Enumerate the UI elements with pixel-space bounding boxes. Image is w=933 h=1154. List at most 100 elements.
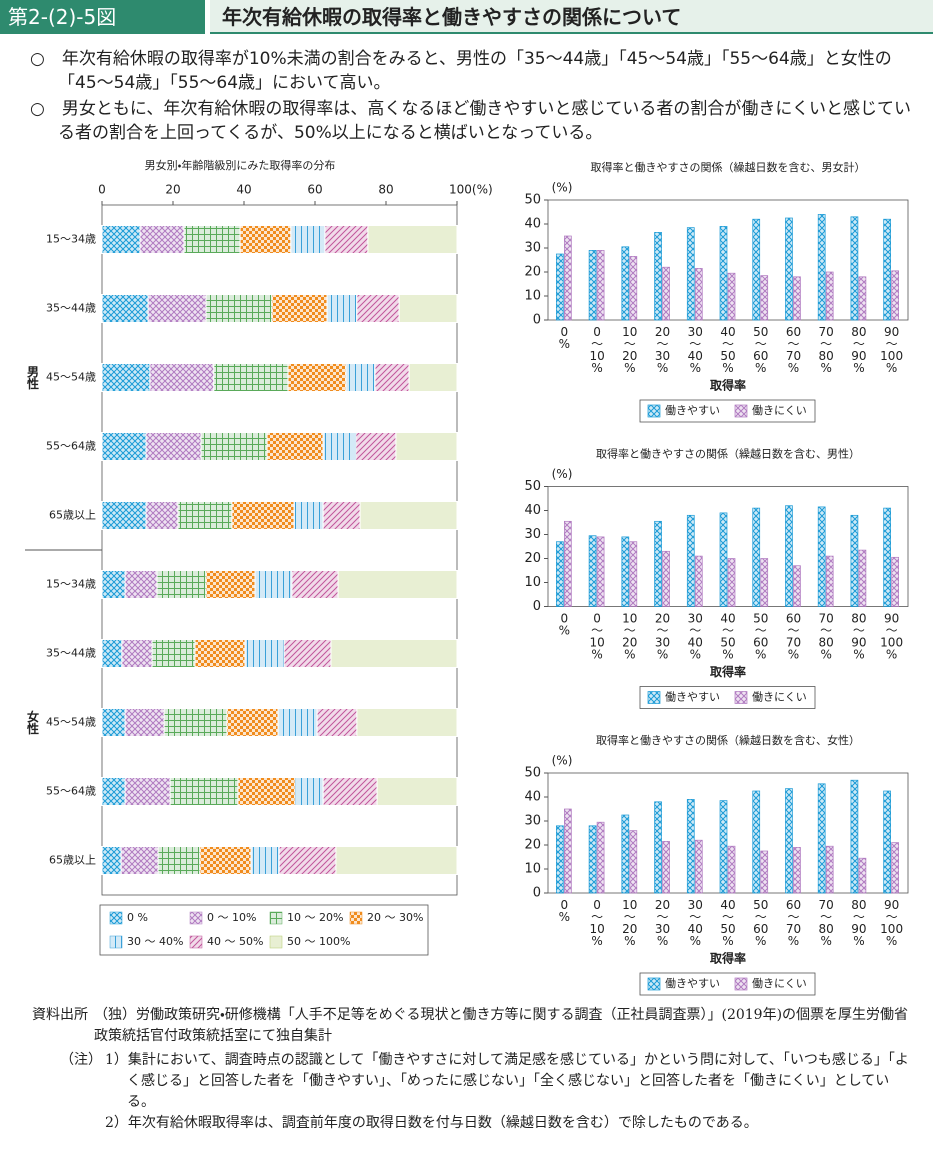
bar-segment [345,363,376,392]
legend-label: 0 ～ 10% [207,911,256,924]
bar-segment [254,570,293,599]
bar-segment [145,432,202,461]
bar-segment [177,501,233,530]
legend-label: 40 ～ 50% [207,935,263,948]
bar [817,214,826,321]
bar-segment [157,846,201,875]
x-tick-label: 0% [559,898,570,924]
bar [817,506,826,607]
bar [662,550,670,607]
bar [752,507,761,607]
x-tick-label: 70 〜 80% [819,898,834,948]
legend-label: 20 ～ 30% [367,911,423,924]
legend-label: 働きやすい [665,691,720,704]
bar-segment [147,294,207,323]
bar-segment [226,708,279,737]
x-tick-label: 10 〜 20% [622,611,637,661]
bar-segment [291,570,339,599]
y-tick-label: 0 [533,886,541,901]
legend-swatch [734,691,748,704]
legend-label: 働きやすい [665,977,720,990]
bar [760,850,769,894]
bar [883,790,891,894]
bar [564,235,572,321]
bar [785,788,793,894]
x-tick-label: 20 〜 30% [655,898,670,948]
bar-segment [322,432,357,461]
x-tick-label: 10 〜 20% [622,325,637,375]
legend-swatch [647,691,661,704]
x-tick-label: 80 〜 90% [851,898,866,948]
bar [858,549,867,607]
y-tick-label: 30 [524,527,541,542]
x-tick-label: 60 〜 70% [786,325,801,375]
bar-segment [149,363,215,392]
bar-segment [239,225,292,254]
x-tick-label: 30 〜 40% [688,325,703,375]
bar [629,830,638,894]
bar-segment [244,639,285,668]
bar [686,227,695,321]
x-tick-label: 0 〜 10% [589,325,604,375]
y-tick-label: 30 [524,241,541,256]
bar [654,232,662,321]
bar-segment [395,432,458,461]
bar-segment [101,225,141,254]
bar [793,276,801,321]
legend-label: 働きやすい [665,404,720,417]
x-tick-label: 60 [307,183,322,197]
x-axis-label: 取得率 [710,664,746,679]
bar [694,555,703,607]
bar-segment [101,570,126,599]
bar [883,218,891,321]
figure-title: 年次有給休暇の取得率と働きやすさの関係について [210,0,933,34]
bar [858,857,867,894]
legend-swatch [647,404,661,418]
y-tick-label: 10 [524,289,541,304]
notes-list: 1）集計において、調査時点の認識として「働きやすさに対して満足感を感じている」か… [105,1050,910,1134]
x-tick-label: 0% [559,325,570,351]
bar-segment [101,501,147,530]
bar-segment [290,225,326,254]
legend-swatch [269,911,283,925]
bar-segment [120,846,159,875]
legend-label: 30 ～ 40% [127,935,183,948]
bar-segment [231,501,295,530]
bar-segment [200,432,268,461]
bar [719,226,728,321]
legend-label: 働きにくい [752,691,807,704]
bar-segment [237,777,296,806]
bar-segment [124,777,171,806]
bar [727,558,736,607]
x-tick-label: 60 〜 70% [786,611,801,661]
bar [556,541,564,607]
bar [686,799,695,894]
x-tick-label: 50 〜 60% [753,611,768,661]
y-tick-label: 20 [524,265,541,280]
bar [694,268,703,321]
bar [752,790,761,894]
bar-segment [183,225,241,254]
bar [760,275,769,321]
x-tick-label: 100(%) [449,183,493,197]
x-tick-label: 0 〜 10% [589,898,604,948]
x-tick-label: 0 〜 10% [589,611,604,661]
bar-segment [205,294,273,323]
figure-number: 第2-(2)-5図 [0,0,205,34]
bar [654,520,662,607]
bar-segment [101,639,123,668]
bar-segment [101,846,122,875]
bar [719,512,728,607]
legend-frame [639,972,816,996]
x-tick-label: 20 〜 30% [655,325,670,375]
bar-segment [356,708,458,737]
bar [719,800,728,894]
summary-point: ○ 年次有給休暇の取得率が10%未満の割合をみると、男性の「35～44歳」「45… [30,49,892,93]
notes: （注） 1）集計において、調査時点の認識として「働きやすさに対して満足感を感じて… [60,1050,910,1134]
bar-segment [101,432,147,461]
bar-segment [199,846,252,875]
x-tick-label: 60 〜 70% [786,898,801,948]
y-tick-label: 0 [533,599,541,614]
x-tick-label: 70 〜 80% [819,325,834,375]
x-tick-label: 90 〜 100% [880,898,903,948]
